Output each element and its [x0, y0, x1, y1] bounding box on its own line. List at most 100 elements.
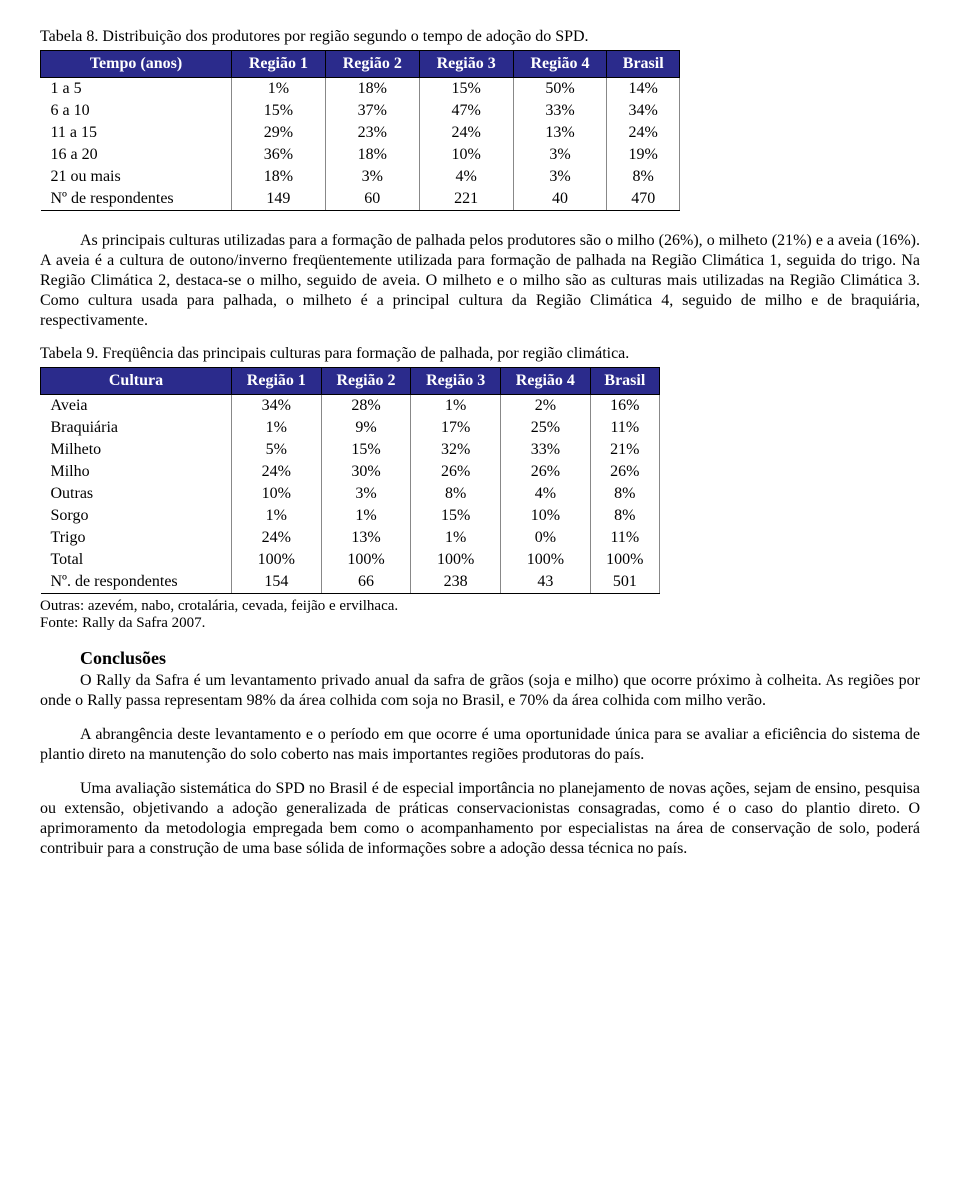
table-cell: 26%	[411, 461, 501, 483]
table-row: Braquiária1%9%17%25%11%	[41, 417, 660, 439]
table-cell: 100%	[501, 549, 591, 571]
table-cell: 3%	[513, 166, 607, 188]
table-cell: 3%	[321, 483, 411, 505]
table-row: 6 a 1015%37%47%33%34%	[41, 100, 680, 122]
table-header-cell: Tempo (anos)	[41, 51, 232, 78]
table-cell: 3%	[513, 144, 607, 166]
table-row: Nº de respondentes1496022140470	[41, 188, 680, 211]
table-row: Outras10%3%8%4%8%	[41, 483, 660, 505]
table-row-label: 16 a 20	[41, 144, 232, 166]
table-cell: 501	[590, 571, 659, 594]
table8: Tempo (anos)Região 1Região 2Região 3Regi…	[40, 50, 680, 211]
table-cell: 1%	[232, 78, 326, 101]
table-cell: 15%	[232, 100, 326, 122]
table-row-label: Braquiária	[41, 417, 232, 439]
table-cell: 8%	[590, 505, 659, 527]
table9-footnotes: Outras: azevém, nabo, crotalária, cevada…	[40, 598, 920, 632]
table-cell: 15%	[411, 505, 501, 527]
table8-body: 1 a 51%18%15%50%14%6 a 1015%37%47%33%34%…	[41, 78, 680, 211]
table-cell: 100%	[232, 549, 322, 571]
table9: CulturaRegião 1Região 2Região 3Região 4B…	[40, 367, 660, 594]
table-cell: 40	[513, 188, 607, 211]
table-row-label: Nº de respondentes	[41, 188, 232, 211]
table9-header-row: CulturaRegião 1Região 2Região 3Região 4B…	[41, 368, 660, 395]
conclusions-p1: O Rally da Safra é um levantamento priva…	[40, 671, 920, 711]
table-cell: 66	[321, 571, 411, 594]
table-cell: 470	[607, 188, 680, 211]
table-cell: 30%	[321, 461, 411, 483]
table-cell: 29%	[232, 122, 326, 144]
table-row: 11 a 1529%23%24%13%24%	[41, 122, 680, 144]
table-cell: 28%	[321, 395, 411, 418]
table-cell: 24%	[232, 461, 322, 483]
table-row-label: Outras	[41, 483, 232, 505]
table-row: 1 a 51%18%15%50%14%	[41, 78, 680, 101]
table-cell: 15%	[321, 439, 411, 461]
table-cell: 1%	[232, 505, 322, 527]
table-header-cell: Região 2	[325, 51, 419, 78]
table-cell: 221	[419, 188, 513, 211]
table9-footnote-1: Outras: azevém, nabo, crotalária, cevada…	[40, 598, 398, 614]
table-cell: 14%	[607, 78, 680, 101]
table-cell: 43	[501, 571, 591, 594]
table-row: Aveia34%28%1%2%16%	[41, 395, 660, 418]
table-cell: 19%	[607, 144, 680, 166]
table-cell: 100%	[411, 549, 501, 571]
table-cell: 23%	[325, 122, 419, 144]
table-row-label: Trigo	[41, 527, 232, 549]
table-header-cell: Cultura	[41, 368, 232, 395]
paragraph-1: As principais culturas utilizadas para a…	[40, 231, 920, 331]
table-cell: 0%	[501, 527, 591, 549]
table8-header-row: Tempo (anos)Região 1Região 2Região 3Regi…	[41, 51, 680, 78]
table-row: Milho24%30%26%26%26%	[41, 461, 660, 483]
table9-footnote-2: Fonte: Rally da Safra 2007.	[40, 615, 205, 631]
table-header-cell: Região 2	[321, 368, 411, 395]
table-cell: 5%	[232, 439, 322, 461]
table-cell: 24%	[607, 122, 680, 144]
table-row: Trigo24%13%1%0%11%	[41, 527, 660, 549]
table-cell: 24%	[232, 527, 322, 549]
table-header-cell: Brasil	[607, 51, 680, 78]
table-cell: 11%	[590, 417, 659, 439]
table9-body: Aveia34%28%1%2%16%Braquiária1%9%17%25%11…	[41, 395, 660, 594]
table-cell: 47%	[419, 100, 513, 122]
table-row-label: 1 a 5	[41, 78, 232, 101]
table-cell: 24%	[419, 122, 513, 144]
table-cell: 32%	[411, 439, 501, 461]
table-cell: 4%	[419, 166, 513, 188]
table-row-label: Aveia	[41, 395, 232, 418]
table-cell: 1%	[321, 505, 411, 527]
table-cell: 26%	[501, 461, 591, 483]
conclusions-p2: A abrangência deste levantamento e o per…	[40, 725, 920, 765]
table-cell: 8%	[411, 483, 501, 505]
table-cell: 8%	[590, 483, 659, 505]
table-row-label: 21 ou mais	[41, 166, 232, 188]
table-cell: 36%	[232, 144, 326, 166]
conclusions-p3: Uma avaliação sistemática do SPD no Bras…	[40, 779, 920, 859]
table9-title: Tabela 9. Freqüência das principais cult…	[40, 345, 920, 363]
table-row: Nº. de respondentes1546623843501	[41, 571, 660, 594]
table-cell: 10%	[232, 483, 322, 505]
table-cell: 13%	[321, 527, 411, 549]
table-cell: 149	[232, 188, 326, 211]
table-cell: 10%	[501, 505, 591, 527]
table-cell: 1%	[411, 395, 501, 418]
table-cell: 33%	[513, 100, 607, 122]
table-cell: 3%	[325, 166, 419, 188]
table-cell: 21%	[590, 439, 659, 461]
table-row-label: Milho	[41, 461, 232, 483]
table-cell: 8%	[607, 166, 680, 188]
table-cell: 34%	[607, 100, 680, 122]
table-cell: 15%	[419, 78, 513, 101]
table-row: 21 ou mais18%3%4%3%8%	[41, 166, 680, 188]
table-cell: 100%	[321, 549, 411, 571]
table-cell: 18%	[232, 166, 326, 188]
table-header-cell: Região 4	[501, 368, 591, 395]
table-header-cell: Região 4	[513, 51, 607, 78]
table-cell: 50%	[513, 78, 607, 101]
table-row: Milheto5%15%32%33%21%	[41, 439, 660, 461]
table-cell: 1%	[411, 527, 501, 549]
table-cell: 4%	[501, 483, 591, 505]
table-header-cell: Região 3	[411, 368, 501, 395]
table-row-label: Total	[41, 549, 232, 571]
